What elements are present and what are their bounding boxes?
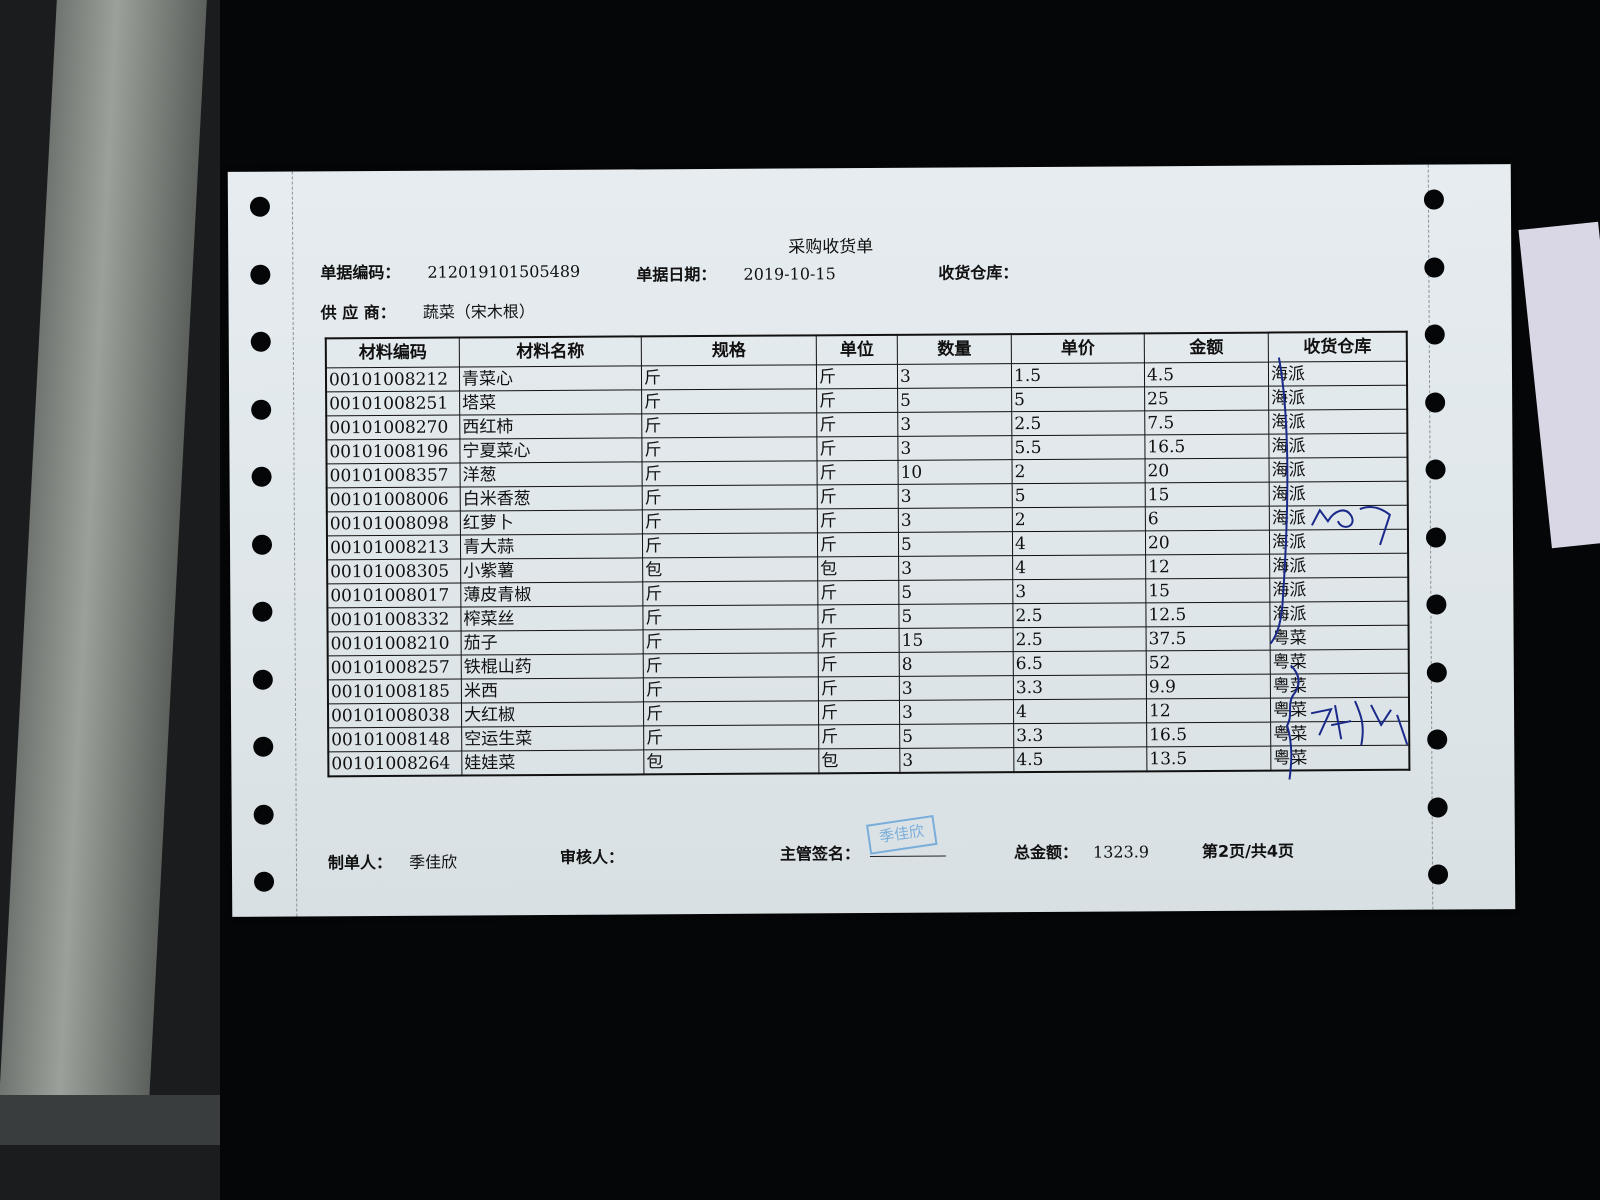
background-device	[0, 0, 220, 1200]
handwritten-annotations	[1269, 357, 1409, 780]
note-haipai	[1311, 505, 1392, 546]
receipt-paper: 采购收货单 单据编码： 212019101505489 单据日期： 2019-1…	[227, 164, 1516, 917]
bracket-haipai	[1269, 357, 1289, 645]
device-rail	[0, 0, 207, 1100]
note-yuecai	[1310, 700, 1409, 746]
background-paper	[1518, 221, 1600, 549]
device-base	[0, 1095, 220, 1145]
bracket-yuecai	[1286, 664, 1300, 780]
